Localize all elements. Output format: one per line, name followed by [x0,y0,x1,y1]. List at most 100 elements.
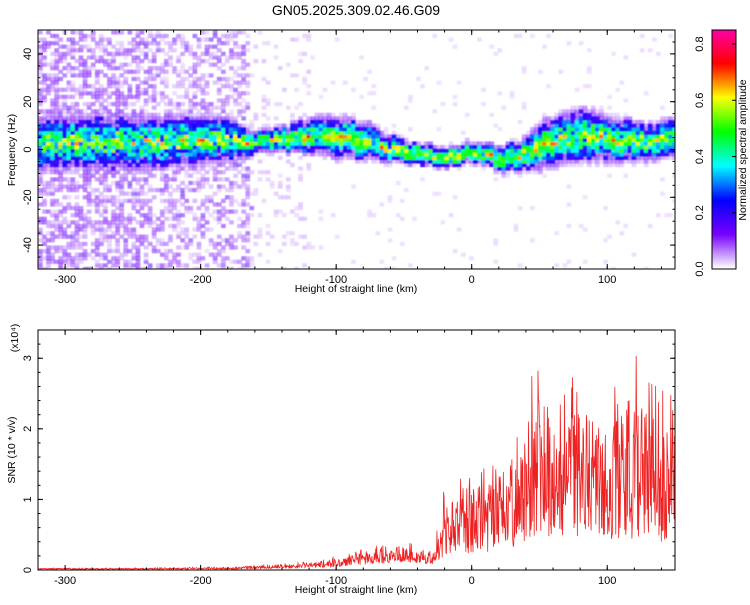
colorbar-step [712,49,736,53]
spectrogram-cell [477,145,482,150]
spectrogram-cell [436,191,442,196]
spectrogram-cell [448,141,454,146]
spectrogram-cell [668,155,673,160]
spectrogram-cell [286,105,291,110]
spectrogram-cell [578,137,584,142]
spectrogram-cell [318,94,324,99]
spectrogram-cell [54,127,59,132]
spectrogram-cell [497,91,503,96]
colorbar-step [712,251,736,254]
spectrogram-cell [188,130,194,135]
spectrogram-cell [172,69,177,74]
spectrogram-cell [245,127,251,132]
spectrogram-cell [143,256,149,261]
spectrogram-cell [160,188,165,193]
spectrogram-cell [139,223,145,229]
spectrogram-cell [147,162,153,168]
spectrogram-cell [245,41,251,46]
spectrogram-cell [70,119,76,125]
spectrogram-cell [168,216,173,221]
spectrogram-cell [611,51,616,56]
spectrogram-cell [603,123,608,128]
spectrogram-cell [160,266,165,269]
spectrogram-cell [172,202,177,207]
spectrogram-cell [257,170,263,175]
spectrogram-cell [546,123,551,128]
spectrogram-cell [249,127,255,132]
spectrogram-cell [38,145,43,150]
spectrogram-cell [103,231,108,236]
spectrogram-cell [619,127,625,132]
spectrogram-cell [119,209,124,214]
spectrogram-cell [221,119,226,125]
spectrogram-cell [74,119,80,125]
spectrogram-cell [562,130,568,135]
spectrogram-cell [534,134,539,139]
spectrogram-cell [50,184,55,189]
spectrogram-cell [42,123,47,128]
spectrogram-cell [546,116,551,121]
spectrogram-cell [208,159,214,164]
spectrogram-cell [94,206,100,211]
spectrogram-cell [298,145,303,150]
spectrogram-cell [94,148,100,153]
spectrogram-cell [359,134,364,139]
spectrogram-cell [200,112,206,117]
spectrogram-cell [143,145,149,150]
spectrogram-cell [212,116,218,121]
spectrogram-cell [599,137,604,142]
spectrogram-cell [420,145,425,150]
spectrogram-cell [265,231,271,236]
spectrogram-cell [99,105,104,110]
spectrogram-cell [342,123,348,128]
spectrogram-cell [542,44,547,49]
spectrogram-cell [261,76,267,82]
spectrogram-cell [115,223,120,229]
spectrogram-cell [481,102,486,107]
spectrogram-cell [302,33,307,39]
spectrogram-cell [54,134,59,139]
spectrogram-cell [574,141,580,146]
spectrogram-cell [237,155,242,160]
spectrogram-cell [192,155,198,160]
spectrogram-cell [241,123,246,128]
spectrogram-cell [538,130,543,135]
spectrogram-cell [269,234,275,239]
spectrogram-cell [38,220,43,225]
spectrogram-cell [367,127,372,132]
spectrogram-cell [143,238,149,243]
spectrogram-cell [643,130,649,135]
spectrogram-cell [225,102,230,107]
spectrogram-cell [42,112,47,117]
spectrogram-cell [375,148,381,153]
spectrogram-cell [94,123,100,128]
spectrogram-cell [542,127,547,132]
spectrogram-cell [66,130,72,135]
spectrogram-cell [176,209,181,214]
spectrogram-cell [127,191,133,196]
spectrogram-cell [139,188,145,193]
spectrogram-cell [176,213,181,218]
spectrogram-cell [54,98,59,103]
spectrogram-cell [631,162,637,168]
spectrogram-cell [627,134,633,139]
spectrogram-cell [54,109,59,114]
spectrogram-cell [103,59,108,64]
spectrogram-cell [534,137,539,142]
spectrogram-cell [184,155,190,160]
spectrogram-cell [469,159,474,164]
spectrogram-cell [408,148,413,153]
spectrogram-cell [38,152,43,157]
spectrogram-cell [115,119,120,125]
spectrogram-cell [42,234,47,239]
spectrogram-cell [38,69,43,74]
spectrogram-cell [477,148,482,153]
spectrogram-cell [212,216,218,221]
spectrogram-cell [111,213,116,218]
spectrogram-cell [196,76,202,82]
spectrogram-cell [538,119,543,125]
spectrogram-cell [570,152,576,157]
spectrogram-cell [111,162,116,168]
spectrogram-cell [639,159,645,164]
spectrogram-cell [574,162,580,168]
